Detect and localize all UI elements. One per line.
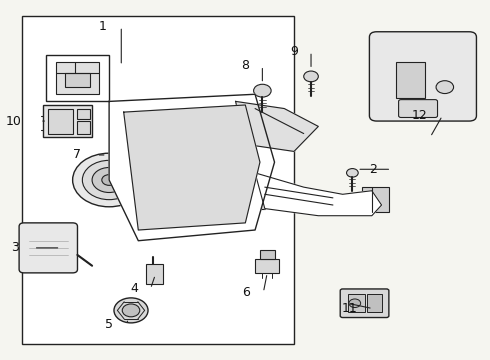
Bar <box>231 152 265 180</box>
Circle shape <box>254 84 271 97</box>
Bar <box>362 187 389 212</box>
Text: 3: 3 <box>11 241 19 255</box>
Polygon shape <box>109 94 274 241</box>
Circle shape <box>436 81 454 94</box>
Bar <box>396 62 425 98</box>
Circle shape <box>92 167 126 193</box>
Polygon shape <box>123 105 260 230</box>
Bar <box>260 249 274 258</box>
Bar <box>77 109 90 119</box>
Text: 6: 6 <box>243 286 250 299</box>
FancyBboxPatch shape <box>19 223 77 273</box>
Bar <box>347 294 365 312</box>
Polygon shape <box>236 102 318 152</box>
Bar <box>146 264 163 284</box>
Bar <box>77 121 90 134</box>
Circle shape <box>73 153 146 207</box>
Bar <box>367 294 382 312</box>
FancyBboxPatch shape <box>22 16 294 344</box>
Circle shape <box>82 160 136 200</box>
Text: 12: 12 <box>412 109 428 122</box>
Text: 10: 10 <box>6 114 22 127</box>
Bar <box>44 105 92 137</box>
Text: 1: 1 <box>99 20 107 33</box>
Polygon shape <box>255 173 382 216</box>
Circle shape <box>148 134 226 191</box>
Bar <box>49 109 73 134</box>
Circle shape <box>114 298 148 323</box>
Bar <box>231 184 265 208</box>
Bar <box>255 258 279 273</box>
Text: 7: 7 <box>74 148 81 162</box>
Text: 4: 4 <box>130 283 138 296</box>
Circle shape <box>102 175 117 185</box>
Text: 5: 5 <box>105 318 113 331</box>
Text: 11: 11 <box>342 302 357 315</box>
Circle shape <box>304 71 318 82</box>
FancyBboxPatch shape <box>369 32 476 121</box>
FancyBboxPatch shape <box>398 100 438 117</box>
Text: 2: 2 <box>369 163 377 176</box>
Bar <box>55 62 99 94</box>
Circle shape <box>349 299 361 307</box>
Circle shape <box>172 152 201 173</box>
Bar <box>46 55 109 102</box>
FancyBboxPatch shape <box>340 289 389 318</box>
Text: 8: 8 <box>241 59 249 72</box>
Circle shape <box>346 168 358 177</box>
Circle shape <box>122 304 140 317</box>
Bar <box>65 73 90 87</box>
Text: 9: 9 <box>290 45 298 58</box>
Circle shape <box>160 143 214 182</box>
